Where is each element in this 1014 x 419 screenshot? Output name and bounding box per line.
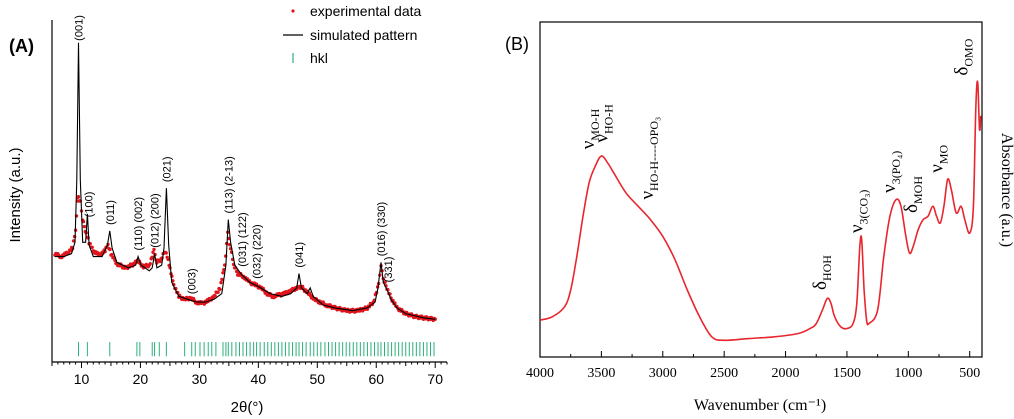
ftir-band-subscript: MOH: [911, 176, 925, 204]
ftir-band-symbol: δ: [810, 281, 831, 290]
ftir-band-label: ν3(CO₃): [846, 190, 870, 233]
ftir-x-tick-label: 500: [959, 366, 980, 381]
xrd-experimental-point: [219, 280, 223, 285]
xrd-experimental-point: [152, 247, 156, 252]
xrd-x-tick-label: 70: [427, 371, 443, 387]
ftir-x-tick-label: 1000: [894, 366, 922, 381]
xrd-hkl-markers: [78, 342, 435, 357]
ftir-plot-frame: [539, 21, 983, 358]
ftir-band-subscript: 3(PO₄): [889, 151, 903, 185]
xrd-experimental-point: [90, 245, 94, 249]
xrd-experimental-point: [76, 195, 81, 199]
xrd-x-ticks: 10 20 30 40 50 60 70: [51, 362, 448, 387]
ftir-band-symbol: ν: [927, 164, 948, 173]
xrd-simulated-line: [54, 42, 436, 320]
ftir-y-axis-label: Absorbance (a.u.): [998, 133, 1014, 247]
legend-label-hkl: hkl: [310, 50, 328, 66]
xrd-peak-label: (113) (2-13): [223, 156, 235, 213]
ftir-band-subscript: HO-H: [602, 104, 616, 134]
xrd-experimental-point: [150, 255, 154, 259]
ftir-x-tick-label: 3500: [587, 366, 615, 381]
xrd-experimental-point: [213, 294, 217, 298]
xrd-peak-label: (011): [105, 200, 117, 225]
xrd-experimental-point: [220, 277, 224, 282]
xrd-peak-label: (041): [294, 242, 306, 268]
ftir-band-subscript: MO-H: [588, 108, 602, 140]
ftir-band-symbol: ν: [637, 191, 658, 200]
ftir-band-symbol: ν: [578, 140, 599, 149]
xrd-experimental-point: [158, 259, 162, 264]
ftir-band-subscript: HO-H----OPO₃: [647, 117, 661, 191]
xrd-x-tick-label: 30: [192, 371, 208, 387]
legend-label-experimental: experimental data: [310, 3, 422, 19]
ftir-band-label: δMOH: [901, 176, 925, 213]
panel-label-b: (B): [505, 34, 529, 54]
ftir-band-subscript: OMO: [961, 38, 975, 66]
ftir-band-label: δHOH: [810, 255, 834, 290]
ftir-band-label: δOMO: [951, 38, 975, 75]
ftir-spectrum-line: [539, 80, 982, 342]
xrd-experimental-point: [71, 239, 76, 243]
ftir-x-tick-label: 3000: [649, 366, 677, 381]
xrd-x-tick-label: 20: [133, 371, 149, 387]
xrd-legend: experimental data simulated pattern hkl: [283, 3, 422, 66]
ftir-band-symbol: ν: [846, 224, 867, 233]
xrd-experimental-point: [82, 224, 87, 229]
xrd-experimental-point: [151, 250, 155, 254]
legend-label-simulated: simulated pattern: [310, 27, 417, 43]
xrd-peak-label: (012) (200): [150, 193, 162, 247]
ftir-band-subscript: HOH: [820, 255, 834, 281]
xrd-experimental-point: [164, 251, 168, 255]
ftir-band-label: νMO: [927, 144, 951, 172]
xrd-experimental-point: [433, 317, 437, 321]
ftir-band-label: νMO-H: [578, 108, 602, 149]
ftir-band-label: νHO-H: [592, 104, 616, 143]
xrd-peak-label: (016) (330): [376, 202, 388, 256]
ftir-band-symbol: ν: [879, 184, 900, 193]
ftir-x-tick-label: 4000: [526, 366, 554, 381]
xrd-experimental-point: [216, 290, 220, 294]
xrd-peak-label: (331): [383, 257, 395, 283]
xrd-peak-label: (032) (220): [252, 224, 264, 278]
xrd-peak-label: (001): [74, 15, 86, 41]
xrd-x-tick-label: 60: [368, 371, 384, 387]
ftir-chart: (B) 4000 3500 3000 2500 2000 1500 1000 500 νMO-…: [505, 21, 1014, 414]
xrd-experimental-point: [218, 287, 222, 291]
xrd-experimental-point: [148, 262, 152, 266]
ftir-band-symbol: δ: [901, 204, 922, 213]
ftir-x-tick-label: 1500: [833, 366, 861, 381]
xrd-y-axis-label: Intensity (a.u.): [7, 147, 24, 242]
ftir-x-tick-label: 2500: [710, 366, 738, 381]
xrd-chart: (A) Intensity (a.u.) 2θ(°) 10 20 30 40 50 60 7…: [7, 3, 448, 416]
ftir-x-ticks: 4000 3500 3000 2500 2000 1500 1000 500: [526, 351, 980, 381]
ftir-x-axis-label: Wavenumber (cm⁻¹): [694, 397, 826, 414]
xrd-experimental-point: [108, 247, 112, 252]
legend-marker-experimental: [291, 9, 295, 13]
xrd-peak-label: (100): [84, 192, 96, 218]
xrd-experimental-point: [166, 257, 170, 262]
xrd-experimental-point: [221, 271, 225, 275]
xrd-peak-label: (021): [161, 156, 173, 182]
ftir-band-subscript: MO: [937, 144, 951, 164]
xrd-experimental-point: [81, 219, 86, 224]
xrd-peak-label: (110) (002): [133, 197, 145, 251]
panel-label-a: (A): [9, 36, 34, 56]
ftir-band-subscript: 3(CO₃): [856, 190, 870, 225]
ftir-band-symbol: ν: [592, 134, 613, 143]
xrd-peak-label: (003): [187, 268, 199, 294]
ftir-band-label: νHO-H----OPO₃: [637, 117, 661, 200]
ftir-band-annotations: νMO-HνHO-HνHO-H----OPO₃δHOHν3(CO₃)ν3(PO₄…: [578, 38, 975, 290]
xrd-x-tick-label: 10: [74, 371, 90, 387]
xrd-peak-labels: (001) (100) (011) (110) (002) (012) (200) (02…: [74, 15, 396, 294]
xrd-experimental-point: [110, 252, 114, 257]
ftir-band-label: ν3(PO₄): [879, 151, 903, 193]
xrd-x-axis-label: 2θ(°): [231, 399, 264, 416]
xrd-x-tick-label: 50: [310, 371, 326, 387]
xrd-peak-label: (031) (122): [237, 212, 249, 266]
xrd-x-tick-label: 40: [251, 371, 267, 387]
ftir-x-tick-label: 2000: [772, 366, 800, 381]
ftir-band-symbol: δ: [951, 67, 972, 76]
